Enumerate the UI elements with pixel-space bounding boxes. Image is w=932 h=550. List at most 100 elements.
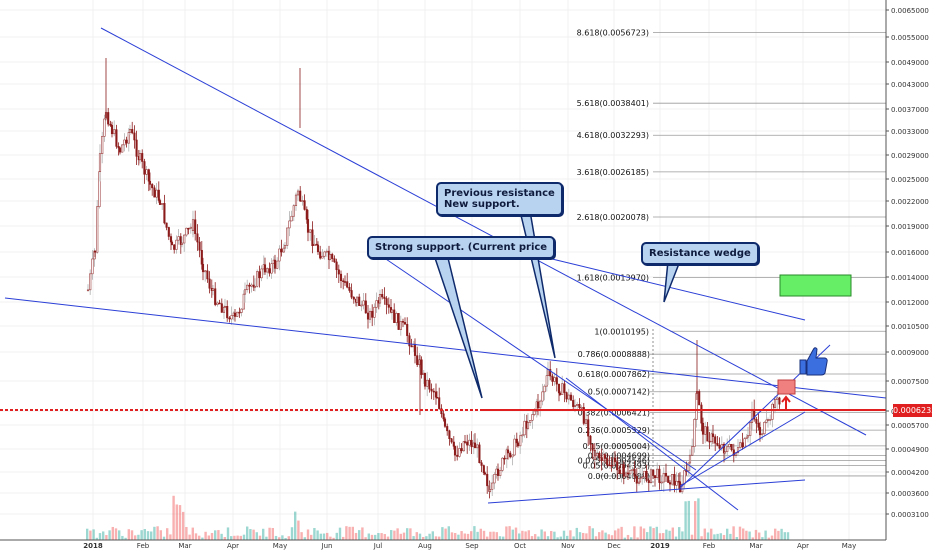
volume-bar — [386, 536, 390, 540]
candle-body — [397, 313, 400, 330]
candle-body — [545, 375, 548, 387]
fib-label: 0.0(0.0004088) — [588, 472, 650, 481]
candle-body — [278, 248, 281, 262]
volume-bar — [690, 534, 694, 540]
trendline — [565, 377, 739, 511]
candle-body — [410, 345, 413, 348]
candle-body — [643, 470, 646, 478]
candle-body — [288, 220, 291, 229]
volume-bar — [681, 531, 684, 540]
trendline — [379, 254, 697, 471]
candle-body — [430, 388, 433, 392]
candle-body — [591, 444, 594, 451]
candle-body — [220, 303, 223, 313]
candle-body — [587, 419, 590, 437]
candle-body — [368, 310, 372, 320]
x-tick-label: Nov — [561, 542, 575, 550]
volume-bar — [463, 533, 466, 540]
candle-body — [578, 404, 581, 408]
volume-bar — [758, 532, 761, 540]
volume-bar — [396, 528, 399, 540]
candle-body — [503, 457, 506, 460]
candle-body — [200, 249, 203, 265]
volume-bar — [742, 528, 745, 540]
candle-body — [335, 261, 338, 271]
y-tick-label: 0.0065000 — [891, 7, 929, 15]
volume-bar — [777, 530, 780, 540]
volume-bar — [441, 527, 444, 540]
candle-body — [226, 306, 229, 319]
volume-bar — [639, 526, 642, 540]
callout-pointer — [433, 257, 483, 399]
volume-bar — [646, 532, 649, 540]
volume-bar — [226, 527, 230, 540]
candle-body — [739, 442, 742, 448]
candle-body — [446, 426, 449, 432]
volume-bar — [687, 500, 690, 540]
volume-bar — [786, 532, 790, 540]
volume-bar — [770, 535, 774, 540]
candle-body — [214, 288, 217, 305]
candle-body — [596, 453, 599, 457]
volume-bar — [722, 534, 726, 540]
volume-bar — [207, 535, 210, 540]
volume-bar — [431, 531, 434, 540]
candle-body — [408, 335, 411, 347]
fib-label: 0.236(0.0005529) — [578, 426, 650, 435]
volume-bar — [572, 536, 575, 540]
volume-bar — [188, 534, 191, 540]
volume-bar — [143, 529, 146, 540]
candle-body — [250, 284, 253, 287]
volume-bar — [316, 530, 319, 540]
candle-body — [448, 430, 451, 440]
volume-bar — [102, 531, 105, 540]
candle-body — [658, 468, 661, 483]
volume-bar — [345, 526, 348, 540]
candle-body — [468, 439, 471, 446]
volume-bar — [284, 537, 287, 540]
candle-body — [141, 153, 144, 162]
volume-bar — [716, 533, 719, 540]
volume-bar — [610, 535, 614, 540]
volume-bar — [98, 533, 102, 540]
candle-body — [118, 147, 122, 153]
candle-body — [301, 200, 304, 202]
candle-body — [736, 447, 740, 453]
volume-bar — [486, 536, 489, 540]
trendline — [679, 411, 806, 487]
volume-bar — [754, 529, 758, 540]
candle-body — [331, 254, 334, 259]
candle-body — [348, 286, 351, 291]
volume-bar — [428, 533, 431, 540]
volume-bar — [425, 536, 428, 540]
x-tick-label: Apr — [227, 542, 239, 550]
volume-bar — [642, 528, 646, 540]
volume-bar — [162, 536, 166, 540]
volume-bar — [95, 537, 98, 540]
fib-label: 1(0.0010195) — [594, 327, 649, 336]
candle-body — [711, 433, 715, 437]
volume-bar — [367, 533, 370, 540]
candle-body — [393, 309, 396, 323]
y-tick-label: 0.0003100 — [891, 511, 929, 519]
candle-body — [113, 129, 116, 135]
volume-bar — [303, 537, 306, 540]
volume-bar — [204, 531, 207, 540]
candle-body — [463, 441, 467, 443]
candle-body — [311, 229, 314, 246]
candle-body — [256, 271, 259, 287]
volume-bar — [223, 537, 226, 540]
candle-body — [555, 377, 558, 385]
candle-body — [401, 321, 405, 323]
volume-bar — [655, 526, 658, 540]
candle-body — [769, 419, 772, 421]
y-tick-label: 0.0037000 — [891, 106, 929, 114]
candle-body — [603, 454, 607, 459]
candle-body — [387, 304, 390, 308]
candle-body — [519, 435, 522, 447]
y-tick-label: 0.0019000 — [891, 223, 929, 231]
fib-label: 3.618(0.0026185) — [577, 168, 649, 177]
candle-body — [482, 465, 485, 474]
candle-body — [757, 423, 760, 428]
